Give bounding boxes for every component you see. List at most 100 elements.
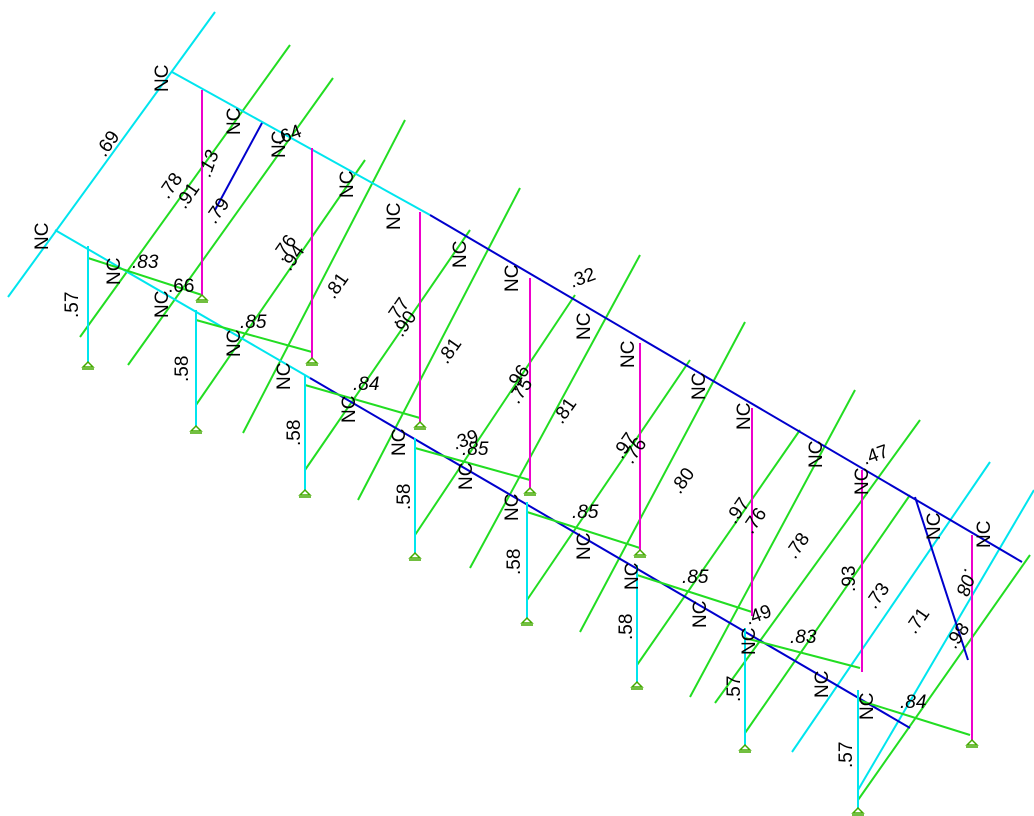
ratio-label: .85	[682, 567, 709, 588]
green-beam[interactable]	[304, 229, 471, 471]
ratio-label: .85	[240, 312, 267, 333]
fixed-support-icon	[630, 680, 644, 690]
nc-label: NC	[812, 671, 833, 698]
green-beam[interactable]	[857, 554, 1031, 801]
green-beam[interactable]	[127, 77, 334, 366]
green-beam[interactable]	[857, 699, 971, 736]
ratio-label: .78	[782, 529, 814, 563]
fixed-support-icon	[81, 360, 95, 370]
nc-label: NC	[806, 441, 827, 468]
nc-label: NC	[152, 65, 173, 92]
ratio-label: .85	[462, 439, 489, 460]
fixed-support-icon	[195, 293, 209, 303]
ratio-label: .69	[92, 127, 124, 161]
green-beam[interactable]	[414, 447, 531, 481]
ratio-label: .71	[902, 604, 934, 638]
cyan-columns	[87, 246, 859, 808]
ratio-label: .57	[836, 742, 857, 768]
green-beam[interactable]	[744, 637, 861, 669]
green-beam[interactable]	[195, 319, 313, 353]
ratio-label: .58	[172, 356, 193, 382]
ratio-label: .81	[434, 334, 466, 368]
green-beam[interactable]	[357, 187, 521, 501]
green-beam[interactable]	[469, 254, 641, 569]
fixed-support-icon	[305, 356, 319, 366]
green-beam[interactable]	[526, 359, 691, 601]
nc-label: NC	[269, 131, 290, 158]
fixed-support-icon	[965, 738, 979, 748]
magenta-columns	[201, 90, 973, 740]
ratio-label: .49	[743, 601, 775, 630]
ratio-label: .83	[790, 627, 817, 648]
fixed-support-icon	[189, 424, 203, 434]
green-beam[interactable]	[195, 159, 366, 406]
nc-label: NC	[574, 533, 595, 560]
fixed-support-icon	[408, 551, 422, 561]
ratio-label: .08	[951, 566, 980, 598]
nc-label: NC	[857, 693, 878, 720]
nc-label: NC	[104, 258, 125, 285]
nc-label: NC	[574, 313, 595, 340]
blue-beam[interactable]	[429, 214, 1023, 563]
ratio-label: .58	[284, 420, 305, 446]
cyan-beam[interactable]	[54, 229, 311, 379]
ratio-labels-horizontal: .83 .66 .85 .84 .85 .85 .85 .83 .84	[132, 252, 926, 713]
cyan-beam[interactable]	[791, 461, 991, 753]
blue-beam[interactable]	[214, 122, 263, 211]
nc-label: NC	[924, 513, 945, 540]
fixed-support-icon	[633, 548, 647, 558]
green-beam[interactable]	[689, 389, 856, 698]
blue-beam[interactable]	[309, 377, 911, 729]
cyan-beam[interactable]	[857, 489, 1034, 791]
fixed-support-icon	[523, 486, 537, 496]
nc-labels: NC NC NC NC NC NC NC NC NC NC NC NC NC N…	[32, 65, 995, 720]
ratio-label: .85	[572, 502, 599, 523]
fixed-support-icon	[738, 743, 752, 753]
fixed-support-icon	[520, 616, 534, 626]
ratio-label: .84	[900, 692, 926, 713]
nc-label: NC	[502, 265, 523, 292]
blue-beam[interactable]	[914, 496, 969, 661]
green-beam[interactable]	[714, 419, 921, 704]
nc-label: NC	[622, 563, 643, 590]
green-diagonal-beams	[79, 44, 1031, 801]
ratio-label: .58	[616, 614, 637, 640]
cyan-beam[interactable]	[171, 71, 431, 216]
nc-label: NC	[152, 291, 173, 318]
nc-label: NC	[618, 341, 639, 368]
green-beam[interactable]	[579, 321, 746, 633]
green-beam[interactable]	[242, 119, 406, 434]
green-beam[interactable]	[526, 511, 641, 549]
cyan-beam[interactable]	[7, 11, 216, 298]
nc-label: NC	[739, 628, 760, 655]
ratio-label: .84	[353, 374, 379, 395]
fixed-support-icon	[413, 420, 427, 430]
ratio-label: .98	[942, 619, 974, 653]
nc-label: NC	[689, 373, 710, 400]
ratio-label: .80	[667, 464, 699, 498]
ratio-label: .83	[132, 252, 159, 273]
ratio-label: .13	[195, 147, 224, 179]
nc-label: NC	[690, 601, 711, 628]
green-beam[interactable]	[636, 574, 753, 613]
ratio-label: .81	[549, 394, 581, 428]
fixed-support-icon	[298, 488, 312, 498]
ratio-label: .57	[724, 676, 745, 702]
green-beam[interactable]	[87, 257, 203, 296]
nc-label: NC	[502, 494, 523, 521]
green-beam[interactable]	[79, 44, 291, 338]
green-beam[interactable]	[414, 294, 576, 536]
fixed-support-icon	[851, 806, 865, 816]
nc-label: NC	[32, 223, 53, 250]
green-beam[interactable]	[304, 384, 421, 419]
cyan-diagonal-beams	[7, 11, 1034, 791]
green-beam[interactable]	[636, 429, 801, 666]
green-beam[interactable]	[744, 494, 911, 734]
ratio-labels-rotated: .57 .58 .58 .58 .58 .58 .57 .57 .69 .78 …	[62, 121, 980, 768]
nc-label: NC	[224, 108, 245, 135]
nc-label: NC	[734, 403, 755, 430]
ratio-label: .58	[394, 484, 415, 510]
nc-label: NC	[456, 463, 477, 490]
ratio-label: .58	[504, 549, 525, 575]
